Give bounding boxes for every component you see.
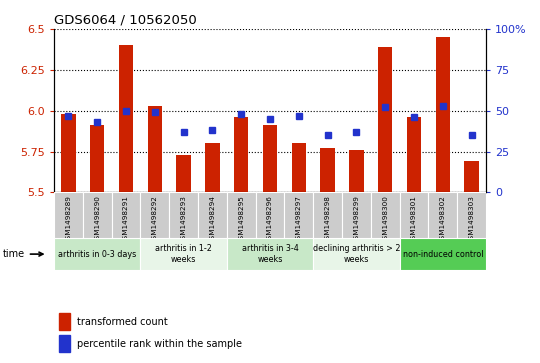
Text: GSM1498296: GSM1498296 bbox=[267, 195, 273, 244]
Bar bbox=[83, 192, 112, 238]
Bar bbox=[147, 106, 162, 192]
Text: GDS6064 / 10562050: GDS6064 / 10562050 bbox=[54, 13, 197, 26]
Bar bbox=[378, 47, 393, 192]
Bar bbox=[313, 192, 342, 238]
Bar bbox=[400, 192, 428, 238]
Bar bbox=[371, 192, 400, 238]
Text: GSM1498292: GSM1498292 bbox=[152, 195, 158, 244]
Bar bbox=[285, 192, 313, 238]
Bar bbox=[205, 143, 220, 192]
Bar bbox=[457, 192, 486, 238]
Bar bbox=[177, 155, 191, 192]
Bar bbox=[140, 192, 169, 238]
Bar bbox=[169, 192, 198, 238]
Text: non-induced control: non-induced control bbox=[402, 250, 483, 258]
Bar bbox=[140, 238, 227, 270]
Bar bbox=[436, 37, 450, 192]
Text: GSM1498303: GSM1498303 bbox=[469, 195, 475, 244]
Bar bbox=[428, 192, 457, 238]
Bar bbox=[234, 117, 248, 192]
Text: arthritis in 0-3 days: arthritis in 0-3 days bbox=[58, 250, 136, 258]
Text: GSM1498301: GSM1498301 bbox=[411, 195, 417, 244]
Bar bbox=[227, 192, 255, 238]
Bar bbox=[90, 125, 104, 192]
Text: GSM1498294: GSM1498294 bbox=[210, 195, 215, 244]
Bar bbox=[342, 192, 371, 238]
Text: declining arthritis > 2
weeks: declining arthritis > 2 weeks bbox=[313, 244, 400, 264]
Bar bbox=[349, 150, 363, 192]
Text: percentile rank within the sample: percentile rank within the sample bbox=[77, 339, 242, 349]
Text: GSM1498295: GSM1498295 bbox=[238, 195, 244, 244]
Bar bbox=[112, 192, 140, 238]
Bar bbox=[292, 143, 306, 192]
Bar bbox=[464, 161, 479, 192]
Text: transformed count: transformed count bbox=[77, 317, 168, 327]
Text: GSM1498289: GSM1498289 bbox=[65, 195, 71, 244]
Text: GSM1498299: GSM1498299 bbox=[353, 195, 360, 244]
Bar bbox=[59, 335, 70, 352]
Text: GSM1498293: GSM1498293 bbox=[180, 195, 187, 244]
Bar bbox=[54, 192, 83, 238]
Bar bbox=[263, 125, 277, 192]
Bar bbox=[227, 238, 313, 270]
Text: time: time bbox=[3, 249, 43, 259]
Bar bbox=[59, 313, 70, 330]
Text: GSM1498300: GSM1498300 bbox=[382, 195, 388, 244]
Text: GSM1498291: GSM1498291 bbox=[123, 195, 129, 244]
Text: GSM1498290: GSM1498290 bbox=[94, 195, 100, 244]
Text: GSM1498297: GSM1498297 bbox=[296, 195, 302, 244]
Text: GSM1498302: GSM1498302 bbox=[440, 195, 446, 244]
Bar bbox=[61, 114, 76, 192]
Bar bbox=[54, 238, 140, 270]
Text: arthritis in 1-2
weeks: arthritis in 1-2 weeks bbox=[155, 244, 212, 264]
Bar bbox=[198, 192, 227, 238]
Bar bbox=[320, 148, 335, 192]
Bar bbox=[407, 117, 421, 192]
Bar bbox=[119, 45, 133, 192]
Bar bbox=[255, 192, 285, 238]
Text: GSM1498298: GSM1498298 bbox=[325, 195, 330, 244]
Bar bbox=[313, 238, 400, 270]
Text: arthritis in 3-4
weeks: arthritis in 3-4 weeks bbox=[241, 244, 299, 264]
Bar bbox=[400, 238, 486, 270]
